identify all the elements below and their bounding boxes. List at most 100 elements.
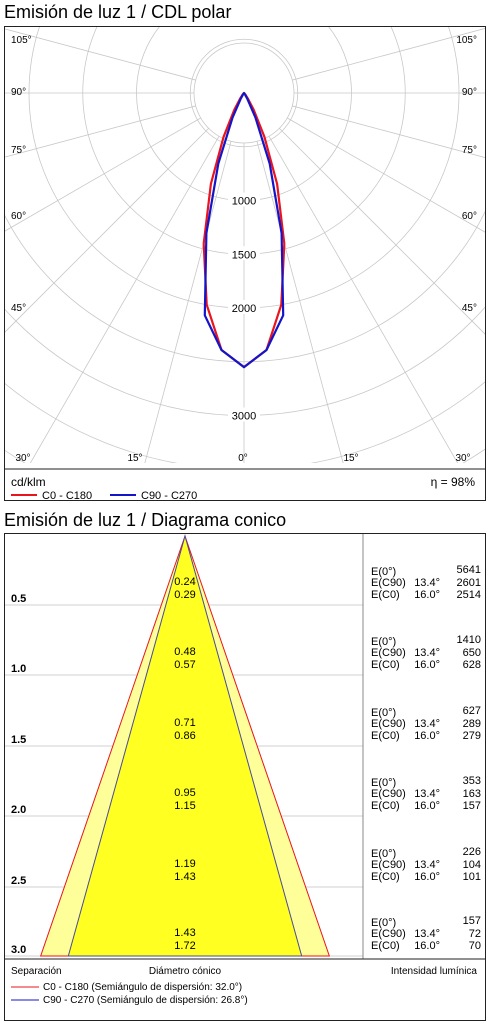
e0-label: E(0°) bbox=[371, 777, 396, 789]
grid-radial bbox=[287, 117, 485, 233]
grid-radial bbox=[5, 28, 196, 81]
angle-label-right: 45° bbox=[462, 303, 477, 314]
e0-label: E(0°) bbox=[371, 848, 396, 860]
radial-label: 2000 bbox=[232, 303, 256, 315]
radial-label: 3000 bbox=[232, 411, 256, 423]
cone-title: Emisión de luz 1 / Diagrama conico bbox=[4, 510, 287, 530]
polar-chart: 1000 1500 2000 3000 105° 105° 90° 90° 75° 75° 60° 6… bbox=[5, 27, 485, 502]
polar-panel: 1000 1500 2000 3000 105° 105° 90° 90° 75° 75° 60° 6… bbox=[4, 26, 486, 502]
ec0-label: E(C0) bbox=[371, 800, 400, 812]
cone-chart: 0.5 0.240.29 E(0°) 5641 E(C90) 13.4° 2601 E(C0)… bbox=[5, 534, 485, 1006]
grid-radial bbox=[256, 141, 344, 463]
polar-title: Emisión de luz 1 / CDL polar bbox=[4, 2, 232, 22]
angle-label-left: 105° bbox=[11, 35, 32, 46]
radial-label-bg bbox=[228, 407, 260, 422]
grid-radial bbox=[5, 117, 201, 232]
legend-label-c0: C0 - C180 bbox=[42, 490, 92, 500]
angle-label-left: 90° bbox=[11, 87, 26, 98]
angle-label-left: 75° bbox=[11, 145, 26, 156]
grid-radial bbox=[5, 128, 209, 333]
ec0-value: 279 bbox=[463, 730, 481, 742]
radial-label: 1500 bbox=[232, 249, 256, 261]
e0-label: E(0°) bbox=[371, 917, 396, 929]
angle-label-right: 75° bbox=[462, 145, 477, 156]
footer-diameter: Diámetro cónico bbox=[149, 966, 222, 977]
cone-c90 bbox=[67, 534, 303, 957]
ec0-angle: 16.0° bbox=[414, 940, 440, 952]
diameter-c90: 0.71 bbox=[174, 717, 195, 729]
ec0-angle: 16.0° bbox=[414, 589, 440, 601]
radial-label-bg bbox=[228, 246, 260, 261]
radial-label: 1000 bbox=[232, 196, 256, 208]
ec0-label: E(C0) bbox=[371, 940, 400, 952]
angle-label-bottom: 30° bbox=[455, 453, 470, 464]
separation-label: 2.0 bbox=[11, 804, 26, 816]
ec0-angle: 16.0° bbox=[414, 871, 440, 883]
ec0-label: E(C0) bbox=[371, 730, 400, 742]
angle-label-right: 90° bbox=[462, 87, 477, 98]
angle-label-bottom: 15° bbox=[127, 453, 142, 464]
e0-value: 1410 bbox=[457, 634, 481, 646]
ec90-value: 72 bbox=[469, 928, 481, 940]
diameter-c90: 0.48 bbox=[174, 646, 195, 658]
separation-label: 3.0 bbox=[11, 944, 26, 956]
e0-label: E(0°) bbox=[371, 636, 396, 648]
ec90-label: E(C90) bbox=[371, 928, 406, 940]
e0-value: 157 bbox=[463, 915, 481, 927]
efficiency-label: η = 98% bbox=[431, 475, 476, 489]
ec0-value: 157 bbox=[463, 800, 481, 812]
e0-value: 5641 bbox=[457, 564, 481, 576]
grid-radial bbox=[292, 28, 485, 81]
diameter-c0: 0.86 bbox=[174, 730, 195, 742]
diameter-c0: 1.15 bbox=[174, 800, 195, 812]
diameter-c0: 0.29 bbox=[174, 589, 195, 601]
grid-radial bbox=[292, 105, 485, 158]
ec0-angle: 16.0° bbox=[414, 659, 440, 671]
separation-label: 1.5 bbox=[11, 734, 26, 746]
angle-label-left: 60° bbox=[11, 211, 26, 222]
separation-label: 1.0 bbox=[11, 663, 26, 675]
angle-label-bottom: 15° bbox=[343, 453, 358, 464]
grid-radial bbox=[144, 141, 232, 463]
ec90-label: E(C90) bbox=[371, 718, 406, 730]
legend-label-c0: C0 - C180 (Semiángulo de dispersión: 32.… bbox=[43, 982, 242, 993]
grid-radial bbox=[279, 128, 485, 335]
angle-label-bottom: 0° bbox=[238, 453, 248, 464]
diameter-c0: 0.57 bbox=[174, 659, 195, 671]
ec0-label: E(C0) bbox=[371, 589, 400, 601]
ec90-value: 650 bbox=[463, 647, 481, 659]
e0-label: E(0°) bbox=[371, 707, 396, 719]
legend-label-c90: C90 - C270 (Semiángulo de dispersión: 26… bbox=[43, 995, 248, 1006]
separation-label: 2.5 bbox=[11, 875, 26, 887]
angle-label-bottom: 30° bbox=[15, 453, 30, 464]
grid-radial bbox=[29, 136, 220, 463]
ec0-value: 70 bbox=[469, 940, 481, 952]
ec0-label: E(C0) bbox=[371, 659, 400, 671]
diameter-c0: 1.43 bbox=[174, 871, 195, 883]
ec90-angle: 13.4° bbox=[414, 647, 440, 659]
ec0-value: 628 bbox=[463, 659, 481, 671]
ec90-label: E(C90) bbox=[371, 788, 406, 800]
diameter-c90: 1.19 bbox=[174, 858, 195, 870]
grid-radial bbox=[268, 136, 459, 463]
unit-label: cd/klm bbox=[11, 475, 46, 489]
ec0-label: E(C0) bbox=[371, 871, 400, 883]
e0-label: E(0°) bbox=[371, 566, 396, 578]
separation-label: 0.5 bbox=[11, 593, 26, 605]
radial-label-bg bbox=[228, 192, 260, 207]
footer-intensity: Intensidad lumínica bbox=[391, 966, 478, 977]
ec90-label: E(C90) bbox=[371, 577, 406, 589]
ec0-angle: 16.0° bbox=[414, 800, 440, 812]
angle-label-left: 45° bbox=[11, 303, 26, 314]
ec90-angle: 13.4° bbox=[414, 788, 440, 800]
e0-value: 353 bbox=[463, 775, 481, 787]
ec0-value: 2514 bbox=[457, 589, 481, 601]
angle-label-right: 105° bbox=[456, 35, 477, 46]
footer-separation: Separación bbox=[11, 966, 62, 977]
ec90-value: 163 bbox=[463, 788, 481, 800]
ec90-value: 289 bbox=[463, 718, 481, 730]
grid-radial bbox=[5, 105, 196, 158]
radial-label-bg bbox=[228, 300, 260, 314]
ec90-angle: 13.4° bbox=[414, 718, 440, 730]
e0-value: 627 bbox=[463, 705, 481, 717]
